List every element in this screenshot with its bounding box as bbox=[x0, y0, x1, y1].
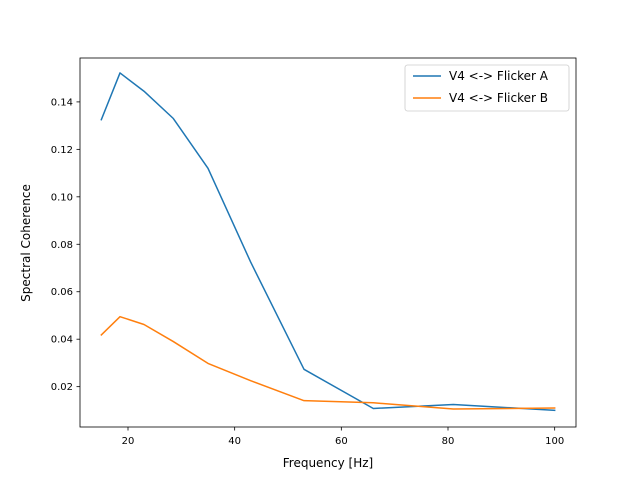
axes: 20 40 60 80 100 0.02 0.04 0.06 0.08 0.10 0.12 0.14 bbox=[51, 57, 577, 447]
x-tick-label: 20 bbox=[122, 436, 135, 447]
x-tick-label: 80 bbox=[442, 436, 455, 447]
y-tick-label: 0.06 bbox=[51, 287, 73, 298]
legend-box bbox=[404, 64, 570, 112]
axes-frame bbox=[79, 57, 577, 428]
y-tick-label: 0.02 bbox=[51, 382, 73, 393]
series-line-1 bbox=[100, 315, 556, 410]
plot-area bbox=[100, 72, 556, 412]
legend-label-1: V4 <-> Flicker B bbox=[449, 91, 548, 105]
y-tick-label: 0.04 bbox=[51, 335, 73, 346]
legend: V4 <-> Flicker A V4 <-> Flicker B bbox=[404, 64, 570, 112]
legend-label-0: V4 <-> Flicker A bbox=[449, 69, 549, 83]
y-tick-label: 0.08 bbox=[51, 240, 73, 251]
x-tick-label: 60 bbox=[335, 436, 348, 447]
x-axis-label: Frequency [Hz] bbox=[283, 456, 374, 470]
x-tick-label: 40 bbox=[228, 436, 241, 447]
y-tick-label: 0.10 bbox=[51, 192, 73, 203]
x-tick-label: 100 bbox=[545, 436, 564, 447]
y-tick-label: 0.14 bbox=[51, 97, 73, 108]
y-axis-label: Spectral Coherence bbox=[19, 184, 33, 302]
y-tick-label: 0.12 bbox=[51, 145, 73, 156]
